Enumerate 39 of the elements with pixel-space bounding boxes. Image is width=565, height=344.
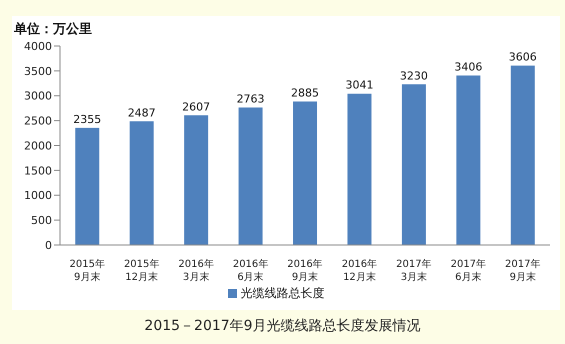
y-tick-label: 1500 xyxy=(24,164,52,178)
y-tick-label: 3000 xyxy=(24,90,52,103)
x-tick-label: 2016年 6月末 xyxy=(232,258,268,283)
x-tick-label: 2016年 9月末 xyxy=(287,258,323,283)
x-tick-label: 2017年 6月末 xyxy=(450,258,486,283)
bar xyxy=(510,66,535,245)
y-tick-label: 2500 xyxy=(24,114,52,128)
data-label: 2487 xyxy=(128,106,156,120)
data-label: 3230 xyxy=(400,69,428,82)
y-tick-label: 2000 xyxy=(24,139,52,152)
data-label: 2885 xyxy=(291,86,320,100)
data-label: 3041 xyxy=(345,78,374,92)
y-tick-label: 1000 xyxy=(24,189,52,202)
bar xyxy=(456,76,480,245)
bar xyxy=(75,128,100,245)
data-label: 2355 xyxy=(73,112,102,126)
data-label: 3406 xyxy=(454,60,482,74)
data-label: 2607 xyxy=(182,100,210,114)
bar xyxy=(238,108,263,245)
bar xyxy=(184,115,208,245)
x-tick-label: 2017年 3月末 xyxy=(396,258,432,283)
bar xyxy=(347,94,372,245)
bar xyxy=(130,121,154,245)
y-tick-label: 0 xyxy=(45,238,52,252)
bar xyxy=(402,84,426,245)
y-tick-label: 500 xyxy=(31,214,52,228)
y-tick-label: 4000 xyxy=(24,40,52,53)
y-axis-title: 单位：万公里 xyxy=(14,21,92,38)
x-tick-label: 2017年 9月末 xyxy=(505,258,541,283)
text: 2015－2017年9月光缆线路总长度发展情况 xyxy=(144,318,421,334)
legend-label: 光缆线路总长度 xyxy=(240,286,324,300)
bar xyxy=(293,101,318,245)
x-tick-label: 2015年 12月末 xyxy=(124,258,160,283)
data-label: 2763 xyxy=(236,92,265,106)
x-tick-label: 2015年 9月末 xyxy=(69,258,105,283)
x-tick-label: 2016年 3月末 xyxy=(178,258,214,283)
data-label: 3606 xyxy=(508,50,537,64)
y-tick-label: 3500 xyxy=(24,64,52,78)
x-tick-label: 2016年 12月末 xyxy=(342,258,378,283)
